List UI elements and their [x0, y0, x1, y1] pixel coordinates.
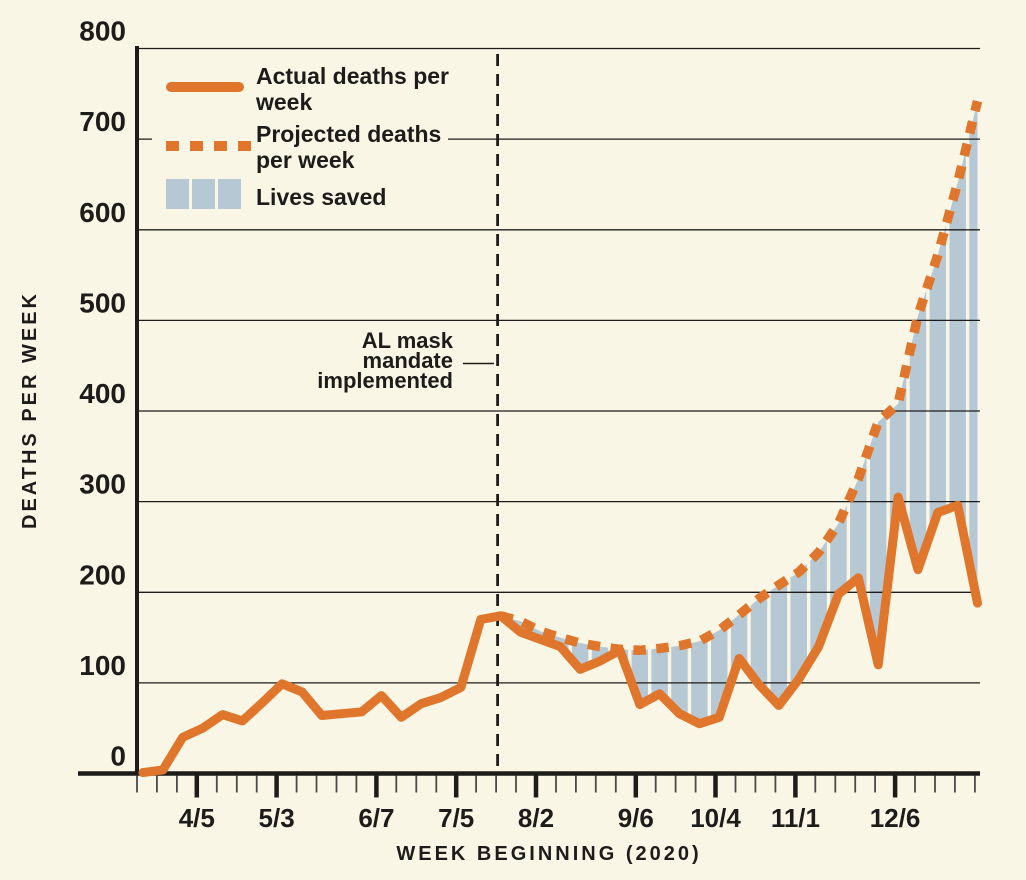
y-tick-label: 100 — [79, 650, 126, 681]
x-tick-label: 10/4 — [690, 803, 741, 833]
lives-saved-swatch-icon — [192, 179, 215, 209]
x-axis-title: WEEK BEGINNING (2020) — [396, 843, 701, 865]
x-tick-label: 8/2 — [518, 803, 554, 833]
legend-label-actual: Actual deaths per week — [256, 63, 449, 115]
annotation-line: implemented — [317, 368, 453, 393]
legend: Actual deaths per week Projected deaths … — [152, 57, 449, 225]
annotation-line: AL mask — [361, 328, 453, 353]
x-tick-label: 6/7 — [358, 803, 394, 833]
lives-saved-swatch-icon — [218, 179, 241, 209]
annotation-line: mandate — [362, 348, 453, 373]
legend-label-lives-saved: Lives saved — [256, 184, 387, 210]
y-axis-title: DEATHS PER WEEK — [19, 291, 41, 529]
y-tick-label: 700 — [79, 106, 126, 137]
lives-saved-area — [500, 101, 978, 724]
y-tick-label: 200 — [79, 559, 126, 590]
mask-mandate-annotation: AL mask mandate implemented — [253, 328, 453, 393]
actual-deaths-line — [138, 492, 982, 778]
projected-line-swatch-icon — [166, 141, 179, 151]
y-tick-label: 300 — [79, 469, 126, 500]
x-tick-label: 7/5 — [438, 803, 474, 833]
x-tick-label: 4/5 — [179, 803, 215, 833]
y-tick-label: 600 — [79, 197, 126, 228]
projected-line-swatch-icon — [190, 141, 203, 151]
y-tick-label: 500 — [79, 287, 126, 318]
y-tick-label: 0 — [110, 741, 126, 772]
legend-label-projected: Projected deaths per week — [256, 121, 442, 173]
projected-line-swatch-icon — [238, 141, 251, 151]
x-tick-label: 5/3 — [259, 803, 295, 833]
x-tick-label: 9/6 — [618, 803, 654, 833]
y-tick-label: 800 — [79, 16, 126, 47]
x-tick-label: 12/6 — [870, 803, 921, 833]
x-tick-label: 11/1 — [771, 803, 820, 833]
y-tick-label: 400 — [79, 378, 126, 409]
actual-line-swatch-icon — [166, 82, 244, 92]
projected-line-swatch-icon — [214, 141, 227, 151]
lives-saved-swatch-icon — [166, 179, 189, 209]
